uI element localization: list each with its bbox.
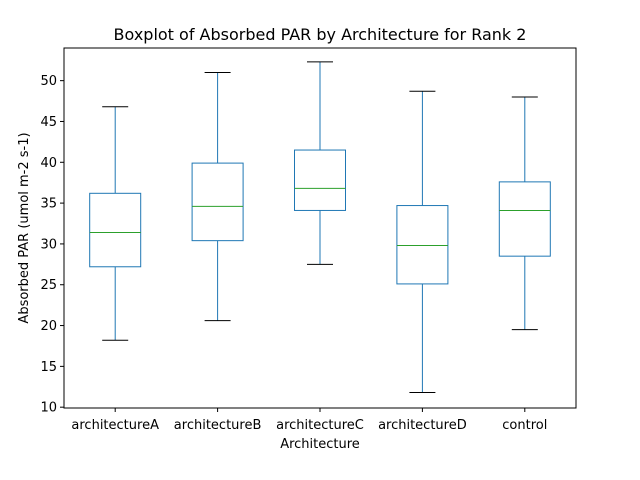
x-axis-label: Architecture	[280, 437, 360, 452]
y-tick-label: 30	[40, 237, 57, 252]
x-tick-label: architectureC	[276, 418, 364, 433]
box-group-architectureC	[294, 61, 346, 265]
x-tick-label: architectureD	[378, 418, 467, 433]
y-tick-label: 35	[40, 197, 57, 212]
box-group-architectureB	[191, 71, 244, 322]
chart-title: Boxplot of Absorbed PAR by Architecture …	[114, 25, 527, 44]
y-tick-label: 20	[40, 319, 57, 334]
y-tick-label: 15	[40, 360, 57, 375]
box-group-architectureD	[396, 90, 449, 393]
x-tick-label: architectureA	[71, 418, 159, 433]
iqr-box	[89, 192, 142, 268]
y-axis: 10 15 20 25 30 35 40 45 50	[40, 74, 64, 416]
y-tick-label: 45	[40, 115, 57, 130]
box-group-control	[498, 96, 551, 331]
y-tick-label: 10	[40, 401, 57, 416]
box-group-architectureA	[89, 106, 142, 341]
x-axis: architectureA architectureB architectureC a…	[71, 408, 547, 433]
y-tick-label: 40	[40, 156, 57, 171]
iqr-box	[191, 162, 244, 242]
x-tick-label: control	[502, 418, 547, 433]
x-tick-label: architectureB	[174, 418, 262, 433]
y-tick-label: 25	[40, 278, 57, 293]
iqr-box	[294, 149, 346, 211]
iqr-box	[396, 205, 449, 285]
iqr-box	[498, 181, 551, 257]
y-tick-label: 50	[40, 74, 57, 89]
boxplots	[89, 61, 551, 393]
y-axis-label: Absorbed PAR (umol m-2 s-1)	[17, 132, 32, 323]
